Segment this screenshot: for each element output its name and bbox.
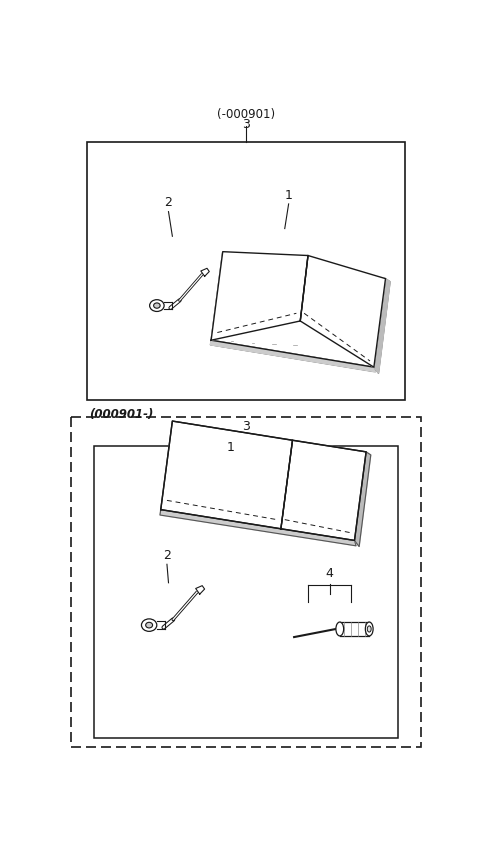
Polygon shape xyxy=(300,255,385,367)
Ellipse shape xyxy=(145,623,153,628)
Text: 4: 4 xyxy=(326,568,334,580)
Text: 1: 1 xyxy=(227,441,234,454)
Ellipse shape xyxy=(336,622,344,636)
Polygon shape xyxy=(340,622,369,636)
Polygon shape xyxy=(160,509,356,546)
Polygon shape xyxy=(161,421,366,541)
Bar xyxy=(94,447,398,738)
Polygon shape xyxy=(196,585,204,594)
Polygon shape xyxy=(211,340,374,369)
Text: (-000901): (-000901) xyxy=(217,107,275,121)
Ellipse shape xyxy=(150,299,164,311)
Polygon shape xyxy=(210,340,375,371)
Polygon shape xyxy=(211,251,308,340)
Text: 3: 3 xyxy=(242,420,250,432)
Polygon shape xyxy=(211,340,374,371)
Text: 1: 1 xyxy=(285,189,293,201)
Text: 3: 3 xyxy=(242,118,250,131)
Bar xyxy=(71,417,421,747)
Ellipse shape xyxy=(365,622,373,636)
Polygon shape xyxy=(211,340,374,371)
Text: 2: 2 xyxy=(165,196,172,209)
Polygon shape xyxy=(355,452,371,547)
Ellipse shape xyxy=(154,303,160,308)
Polygon shape xyxy=(201,268,209,277)
Text: (000901-): (000901-) xyxy=(89,408,154,421)
Polygon shape xyxy=(374,278,390,373)
Ellipse shape xyxy=(367,626,371,632)
Text: 2: 2 xyxy=(163,549,171,562)
Ellipse shape xyxy=(142,619,157,631)
Bar xyxy=(87,141,405,399)
